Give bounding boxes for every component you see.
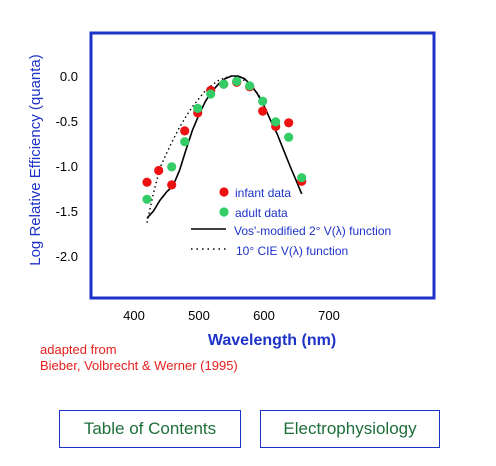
- y-tick-label: -0.5: [56, 114, 78, 129]
- credit-line-1: adapted from: [40, 342, 117, 357]
- adult-data-point: [297, 173, 307, 183]
- legend-label: infant data: [235, 186, 291, 200]
- line-layer: [146, 75, 303, 223]
- adult-data-point: [258, 96, 268, 106]
- plot-frame: [89, 31, 436, 300]
- chart: 400 500 600 700 0.0 -0.5 -1.0 -1.5 -2.0 infant d…: [27, 31, 436, 349]
- table-of-contents-button[interactable]: Table of Contents: [59, 410, 241, 448]
- adult-data-point: [232, 76, 242, 86]
- electrophysiology-button[interactable]: Electrophysiology: [260, 410, 440, 448]
- point-layer: [142, 76, 307, 204]
- legend-infant-marker: [219, 187, 229, 197]
- adult-data-point: [245, 81, 255, 91]
- cie-10deg-line: [146, 75, 265, 223]
- adult-data-point: [142, 194, 152, 204]
- legend: infant data adult data Vos'-modified 2° V(…: [191, 186, 391, 258]
- adult-data-point: [180, 137, 190, 147]
- adult-data-point: [193, 103, 203, 113]
- infant-data-point: [167, 180, 177, 190]
- adult-data-point: [167, 162, 177, 172]
- adult-data-point: [219, 79, 229, 89]
- x-axis-label: Wavelength (nm): [208, 332, 336, 349]
- y-tick-label: -1.0: [56, 159, 78, 174]
- credit-line-2: Bieber, Volbrecht & Werner (1995): [40, 358, 238, 373]
- y-tick-label: -1.5: [56, 204, 78, 219]
- tick-layer: 400 500 600 700 0.0 -0.5 -1.0 -1.5 -2.0: [56, 69, 340, 323]
- legend-adult-marker: [219, 207, 229, 217]
- legend-label: adult data: [235, 206, 288, 220]
- infant-data-point: [142, 177, 152, 187]
- adult-data-point: [206, 89, 216, 99]
- x-tick-label: 500: [188, 308, 210, 323]
- adult-data-point: [284, 132, 294, 142]
- y-tick-label: -2.0: [56, 249, 78, 264]
- infant-data-point: [180, 126, 190, 136]
- x-tick-label: 400: [123, 308, 145, 323]
- legend-label: 10° CIE V(λ) function: [236, 244, 348, 258]
- y-tick-label: 0.0: [60, 69, 78, 84]
- x-tick-label: 600: [253, 308, 275, 323]
- infant-data-point: [258, 106, 268, 116]
- adult-data-point: [271, 117, 281, 127]
- infant-data-point: [284, 118, 294, 128]
- y-axis-label: Log Relative Efficiency (quanta): [27, 54, 44, 266]
- legend-label: Vos'-modified 2° V(λ) function: [234, 224, 391, 238]
- infant-data-point: [154, 165, 164, 176]
- x-tick-label: 700: [318, 308, 340, 323]
